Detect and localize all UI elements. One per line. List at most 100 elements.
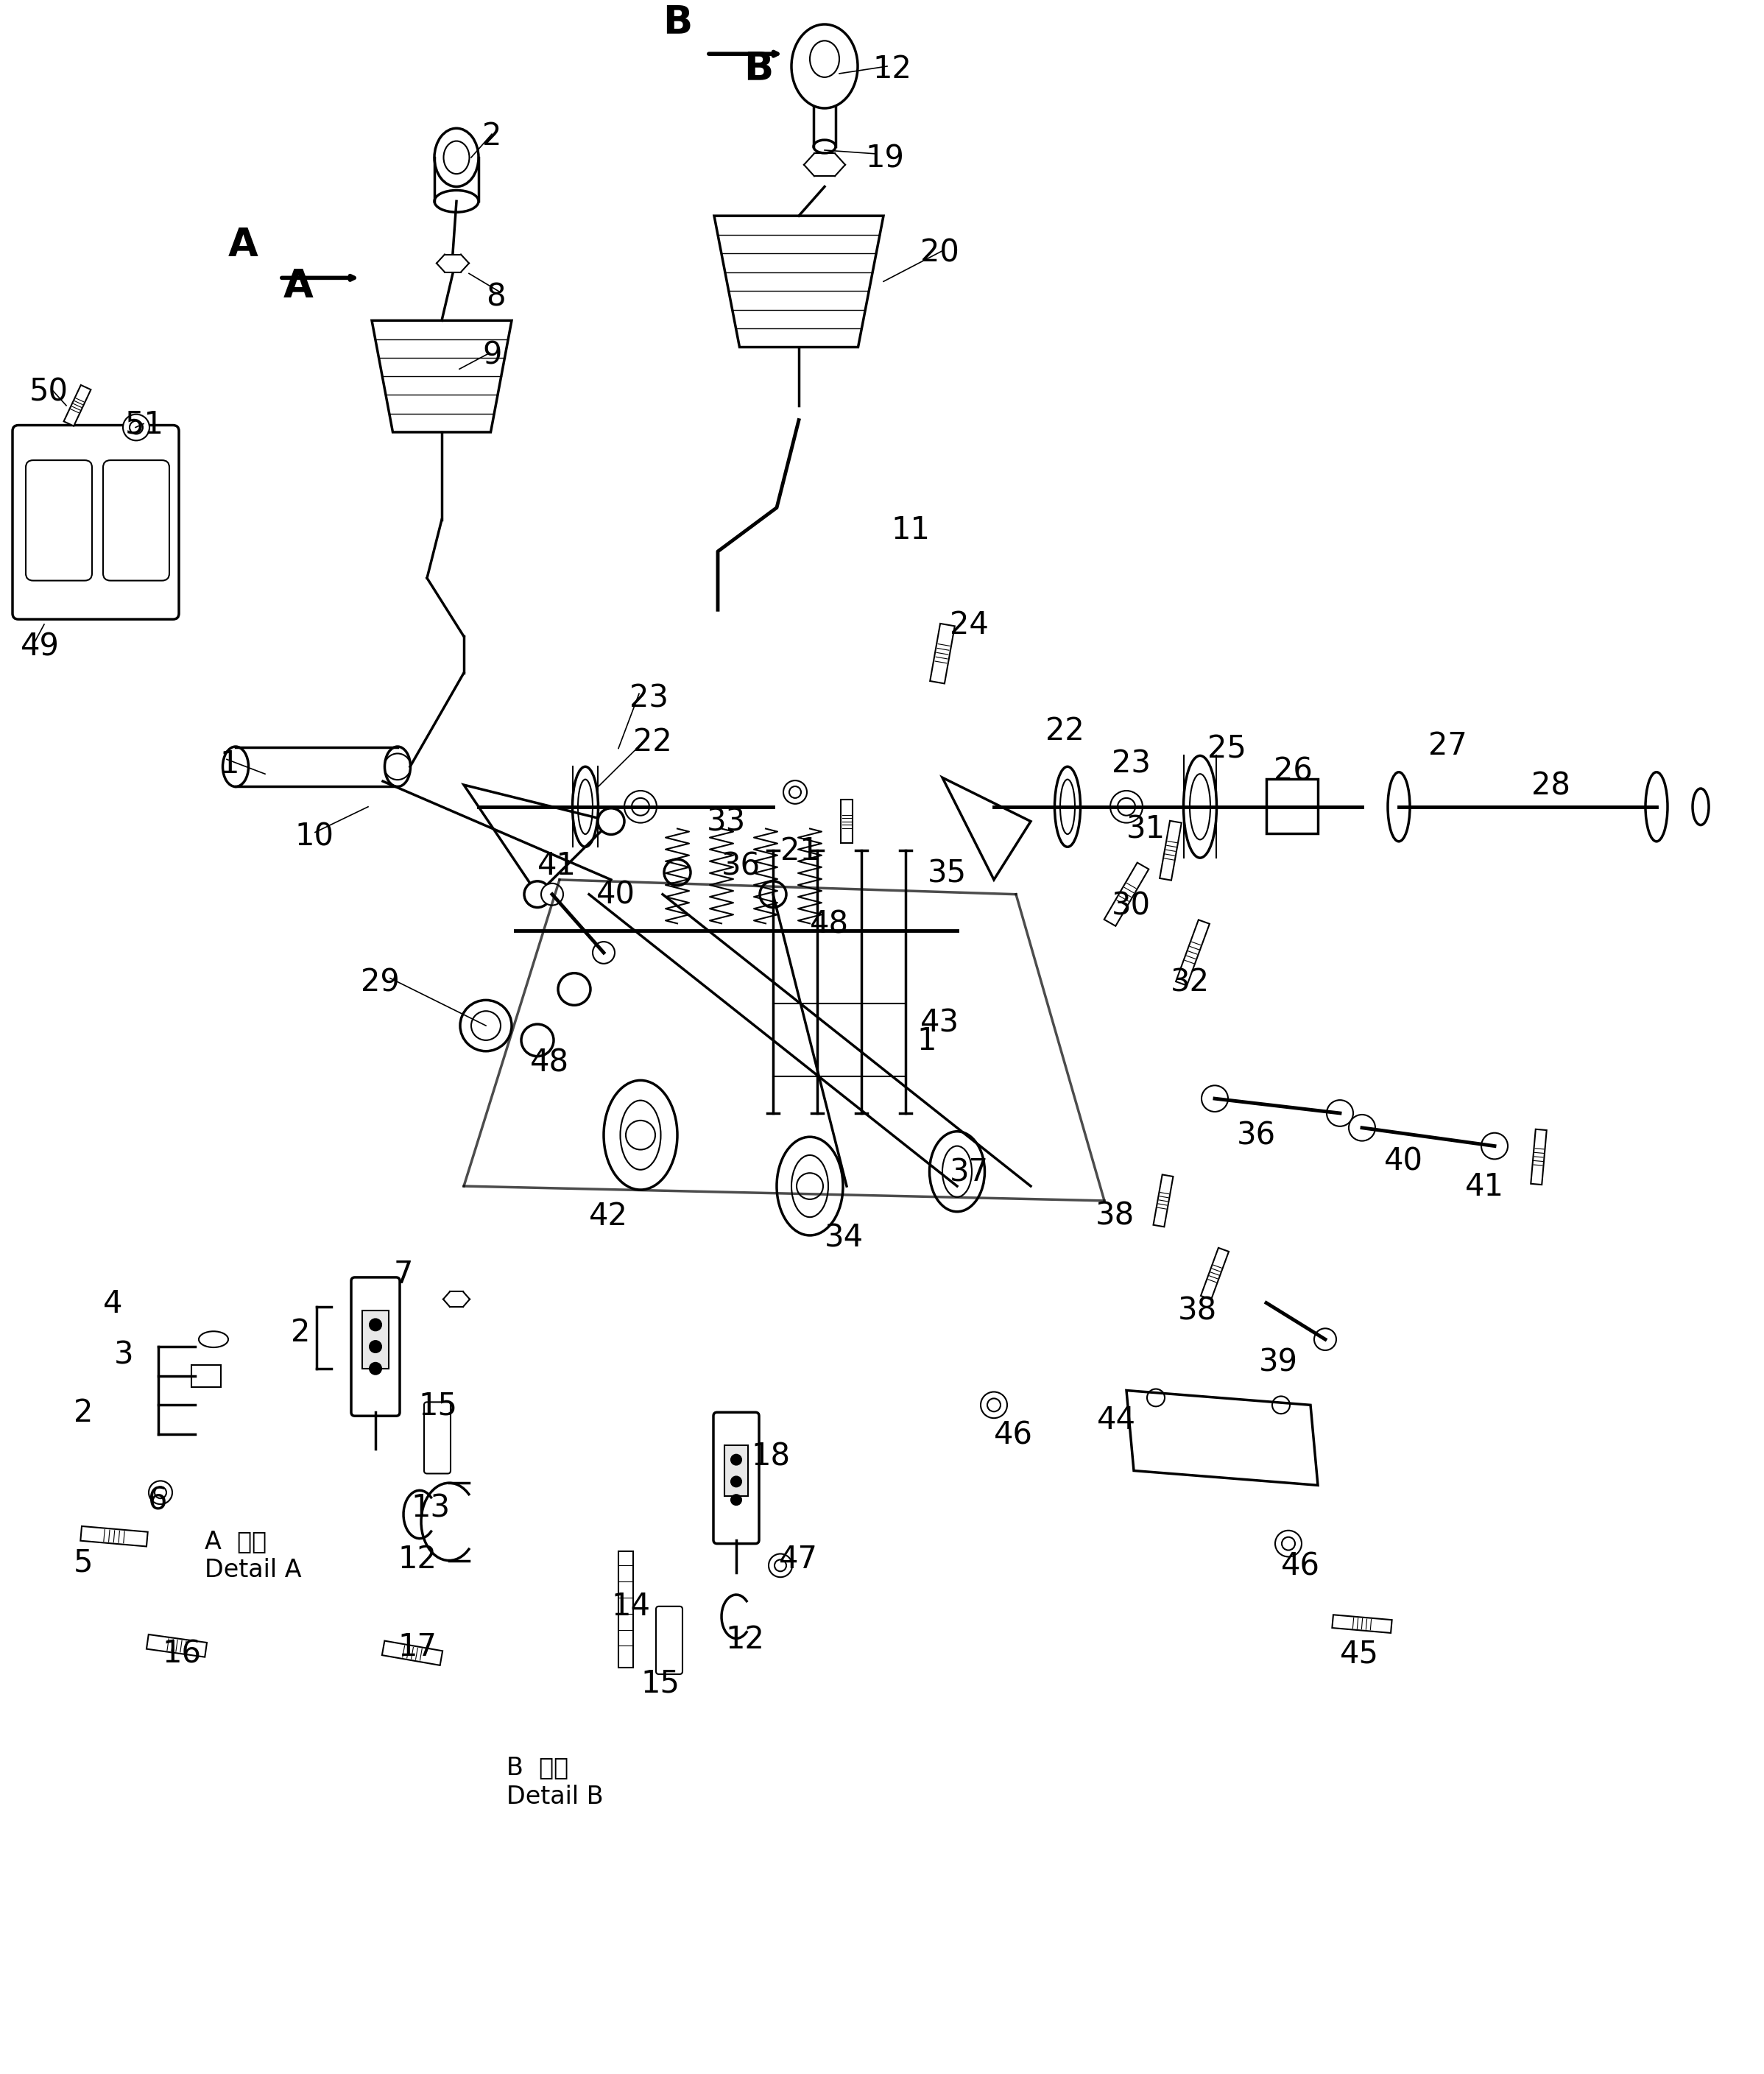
Text: 23: 23 [630,682,669,713]
Text: 40: 40 [1385,1147,1424,1176]
Text: Detail A: Detail A [205,1558,302,1582]
Text: 16: 16 [162,1638,201,1670]
Polygon shape [1104,863,1148,925]
Text: 28: 28 [1531,769,1570,801]
Text: 36: 36 [1237,1120,1275,1151]
Text: 30: 30 [1111,890,1150,921]
Text: 19: 19 [864,143,903,174]
Bar [1267,780,1318,834]
Text: A  詳細: A 詳細 [205,1529,266,1553]
Circle shape [370,1363,381,1375]
Text: 45: 45 [1341,1638,1379,1670]
Bar [619,1551,633,1667]
Ellipse shape [603,1081,677,1190]
Text: 18: 18 [751,1441,790,1473]
Text: 1: 1 [917,1027,937,1056]
Circle shape [1314,1327,1337,1350]
Text: 12: 12 [725,1624,764,1655]
Text: 46: 46 [993,1419,1034,1450]
Text: 48: 48 [810,908,848,940]
Circle shape [593,942,614,964]
Text: 15: 15 [640,1667,679,1699]
Text: 11: 11 [891,514,930,545]
FancyBboxPatch shape [351,1278,400,1417]
Polygon shape [930,624,954,684]
Ellipse shape [930,1132,984,1211]
Polygon shape [1332,1616,1392,1632]
Circle shape [1327,1099,1353,1126]
Text: 23: 23 [1111,749,1150,780]
Text: 35: 35 [928,859,967,890]
Text: 15: 15 [418,1390,457,1421]
Circle shape [598,809,624,834]
Text: 20: 20 [921,239,960,270]
Bar [725,1446,748,1495]
Text: 10: 10 [295,821,333,852]
Polygon shape [1154,1174,1173,1228]
Ellipse shape [1184,755,1217,859]
Circle shape [542,884,563,904]
FancyBboxPatch shape [656,1607,683,1674]
Text: A: A [284,268,314,305]
Polygon shape [383,1641,443,1665]
FancyBboxPatch shape [102,460,169,581]
Polygon shape [841,798,852,844]
Text: 37: 37 [949,1157,990,1188]
Circle shape [1482,1132,1508,1159]
Text: Detail B: Detail B [506,1784,603,1809]
Ellipse shape [813,139,836,153]
Circle shape [760,881,787,908]
Text: 4: 4 [102,1288,122,1319]
Text: 12: 12 [873,54,912,85]
Ellipse shape [1693,788,1709,825]
Polygon shape [1201,1249,1230,1300]
Ellipse shape [572,767,598,846]
Ellipse shape [1388,772,1409,842]
Polygon shape [1159,821,1182,879]
Text: 31: 31 [1127,815,1166,844]
Text: 1: 1 [219,749,238,780]
Text: 8: 8 [485,282,506,313]
Text: 43: 43 [921,1008,960,1039]
Polygon shape [81,1526,148,1547]
Circle shape [1275,1531,1302,1558]
Text: 41: 41 [538,850,577,881]
Ellipse shape [1055,767,1080,846]
Circle shape [148,1481,173,1504]
Text: 12: 12 [397,1543,436,1574]
Text: 5: 5 [74,1547,93,1578]
Text: 42: 42 [589,1201,628,1232]
Polygon shape [64,386,92,425]
Circle shape [524,881,550,908]
Ellipse shape [792,25,857,108]
FancyBboxPatch shape [26,460,92,581]
Text: 13: 13 [411,1493,450,1524]
Text: 39: 39 [1259,1346,1298,1377]
Text: B: B [744,50,773,87]
Text: B: B [663,4,691,41]
Text: 7: 7 [393,1259,413,1290]
Ellipse shape [434,191,478,212]
Text: 48: 48 [531,1047,570,1078]
Circle shape [624,790,656,823]
Text: 22: 22 [633,726,672,757]
Text: 41: 41 [1466,1172,1505,1203]
Ellipse shape [385,747,411,786]
Text: 26: 26 [1274,755,1312,786]
Text: B  詳細: B 詳細 [506,1755,568,1779]
Text: 40: 40 [596,879,635,910]
Text: 50: 50 [30,375,69,407]
Text: 36: 36 [721,850,760,881]
Circle shape [370,1319,381,1332]
Polygon shape [1177,921,1210,985]
Circle shape [730,1454,741,1464]
Circle shape [1349,1114,1376,1141]
Text: 3: 3 [115,1340,134,1371]
Polygon shape [1531,1128,1547,1184]
Circle shape [981,1392,1007,1419]
Circle shape [783,780,806,805]
Text: 51: 51 [125,409,164,440]
Text: 49: 49 [21,633,60,662]
Text: 6: 6 [146,1485,168,1516]
Circle shape [1201,1085,1228,1112]
